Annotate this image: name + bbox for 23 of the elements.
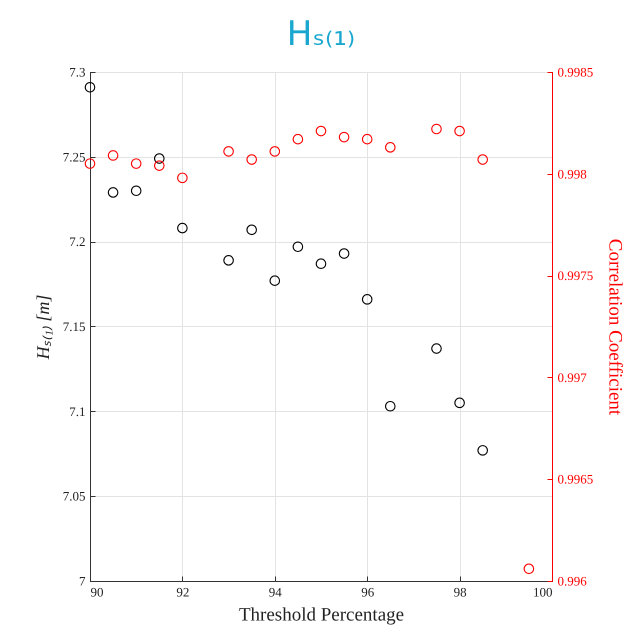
x-tick-label: 96 <box>361 584 375 600</box>
y-tick-label: 7.3 <box>69 64 86 80</box>
x-axis-title: Threshold Percentage <box>238 604 404 626</box>
y2-tick-label: 0.9975 <box>558 268 594 284</box>
y-tick-label: 7.2 <box>69 234 86 250</box>
y2-tick-label: 0.9985 <box>558 64 594 80</box>
y-tick-label: 7.05 <box>62 488 86 504</box>
y-axis-title: Hₛ₍₁₎ [m] <box>32 294 53 360</box>
y2-tick-label: 0.998 <box>558 166 587 182</box>
y-tick-label: 7.1 <box>69 404 86 419</box>
x-tick-label: 94 <box>268 584 282 600</box>
chart-title: Hₛ₍₁₎ <box>286 14 356 54</box>
y-tick-label: 7.15 <box>62 319 86 334</box>
y-tick-label: 7 <box>79 574 86 588</box>
x-tick-label: 100 <box>533 584 552 600</box>
x-tick-label: 92 <box>176 584 190 600</box>
y-tick-label: 7.25 <box>62 149 86 164</box>
x-tick-label: 90 <box>90 584 104 600</box>
x-tick-label: 98 <box>454 584 467 600</box>
y2-tick-label: 0.9965 <box>558 472 594 487</box>
y2-tick-label: 0.996 <box>558 574 588 588</box>
y2-tick-label: 0.997 <box>558 370 588 385</box>
y2-axis-title: Correlation Coefficient <box>604 238 626 416</box>
